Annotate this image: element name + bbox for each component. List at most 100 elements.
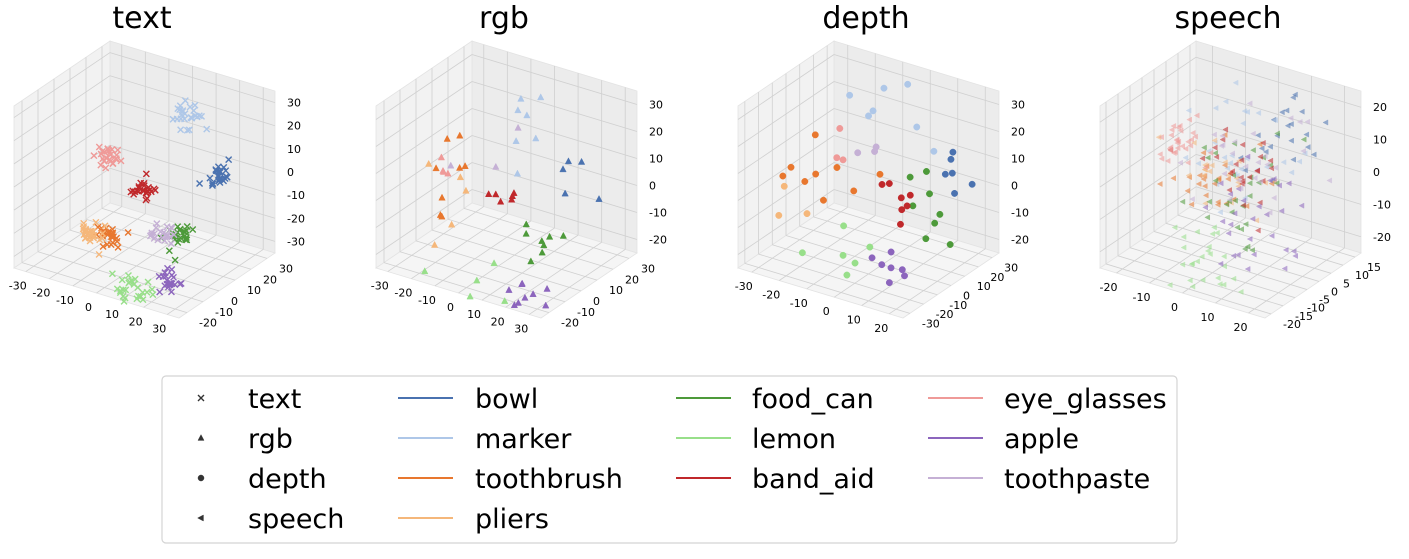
point-band_aid <box>144 188 152 196</box>
point-toothpaste <box>1251 175 1258 182</box>
z-tick-label: -20 <box>649 234 667 247</box>
grid <box>737 45 1000 315</box>
point-bowl <box>1258 145 1265 152</box>
point-marker <box>513 169 522 177</box>
z-tick-label: 10 <box>1011 153 1025 166</box>
y-tick-label: 30 <box>279 262 293 275</box>
point-apple <box>901 272 908 280</box>
point-band_aid <box>885 180 893 187</box>
points <box>79 97 233 305</box>
point-food_can <box>1241 245 1248 252</box>
z-tick-label: -10 <box>287 189 305 202</box>
y-tick-label: 30 <box>641 262 655 275</box>
point-apple <box>1298 202 1305 209</box>
point-band_aid <box>1240 202 1247 209</box>
point-apple <box>898 266 906 274</box>
point-marker <box>191 101 199 109</box>
point-food_can <box>1267 162 1274 169</box>
point-lemon <box>501 296 509 304</box>
point-eye_glasses <box>1182 145 1189 152</box>
point-lemon <box>1209 230 1216 237</box>
legend-label-toothpaste: toothpaste <box>1004 464 1150 495</box>
point-lemon <box>1166 282 1173 289</box>
point-marker <box>1238 166 1244 173</box>
point-food_can <box>538 248 546 256</box>
point-apple <box>878 261 886 269</box>
point-lemon <box>421 267 429 275</box>
z-tick-label: 10 <box>287 143 301 156</box>
point-marker <box>1182 154 1189 161</box>
point-marker <box>1222 98 1229 105</box>
point-marker <box>1296 158 1303 165</box>
point-toothpaste <box>167 240 175 248</box>
point-marker <box>865 112 872 120</box>
point-toothpaste <box>1326 177 1333 184</box>
y-tick-label: 15 <box>1367 261 1381 274</box>
point-bowl <box>216 174 224 182</box>
point-eye_glasses <box>439 167 448 175</box>
y-tick-label: -20 <box>199 317 217 330</box>
z-tick-label: -10 <box>1373 198 1391 211</box>
point-apple <box>164 264 172 272</box>
point-band_aid <box>143 194 151 202</box>
x-tick-label: 0 <box>85 301 92 314</box>
point-band_aid <box>897 194 905 202</box>
point-apple <box>1227 191 1234 198</box>
point-toothpaste <box>1235 177 1242 184</box>
point-pliers <box>1206 168 1213 175</box>
point-toothbrush <box>1195 180 1202 187</box>
y-tick-label: -10 <box>577 306 595 319</box>
point-band_aid <box>140 179 148 187</box>
z-tick-label: -10 <box>649 207 667 220</box>
point-bowl <box>222 167 230 175</box>
point-lemon <box>1205 243 1212 250</box>
point-band_aid <box>897 220 904 228</box>
point-eye_glasses <box>1177 127 1184 134</box>
z-tick-label: 0 <box>1373 166 1380 179</box>
point-toothpaste <box>1237 185 1244 192</box>
point-toothbrush <box>787 163 795 171</box>
y-tick-label: -30 <box>922 317 940 330</box>
point-pliers <box>80 223 88 231</box>
point-band_aid <box>142 170 150 178</box>
point-marker <box>1240 120 1246 127</box>
point-toothbrush <box>1188 201 1195 208</box>
point-toothpaste <box>153 220 161 228</box>
point-band_aid <box>1257 153 1263 160</box>
x-tick-label: 10 <box>847 314 861 327</box>
point-bowl <box>1242 167 1248 174</box>
point-apple <box>1240 197 1247 204</box>
point-toothpaste <box>166 233 174 241</box>
x-tick-label: -10 <box>790 297 808 310</box>
point-eye_glasses <box>437 153 446 161</box>
x-tick-label: -10 <box>418 294 436 307</box>
point-food_can <box>1273 180 1280 187</box>
point-eye_glasses <box>1158 155 1165 162</box>
point-bowl <box>1290 94 1296 101</box>
point-toothpaste <box>1177 159 1183 166</box>
point-band_aid <box>1227 170 1234 177</box>
z-tick-label: 10 <box>1373 134 1387 147</box>
point-bowl <box>559 165 567 173</box>
point-lemon <box>1214 274 1221 282</box>
point-apple <box>543 284 551 292</box>
point-eye_glasses <box>1158 134 1164 141</box>
point-apple <box>1282 246 1289 253</box>
point-pliers <box>101 222 109 230</box>
point-toothpaste <box>148 229 156 237</box>
x-tick-label: 0 <box>1171 301 1178 314</box>
point-lemon <box>866 243 874 251</box>
panel-title: speech <box>1174 1 1281 36</box>
point-eye_glasses <box>102 164 110 172</box>
legend-label-toothbrush: toothbrush <box>475 464 623 495</box>
point-apple <box>1250 251 1257 258</box>
point-marker <box>1288 169 1295 176</box>
z-tick-label: 20 <box>1011 126 1025 139</box>
point-food_can <box>1179 198 1186 205</box>
point-toothpaste <box>1229 150 1236 157</box>
point-toothpaste <box>1261 153 1268 160</box>
point-eye_glasses <box>1207 149 1214 156</box>
panel-title: rgb <box>479 1 529 36</box>
point-pliers <box>1185 172 1192 179</box>
